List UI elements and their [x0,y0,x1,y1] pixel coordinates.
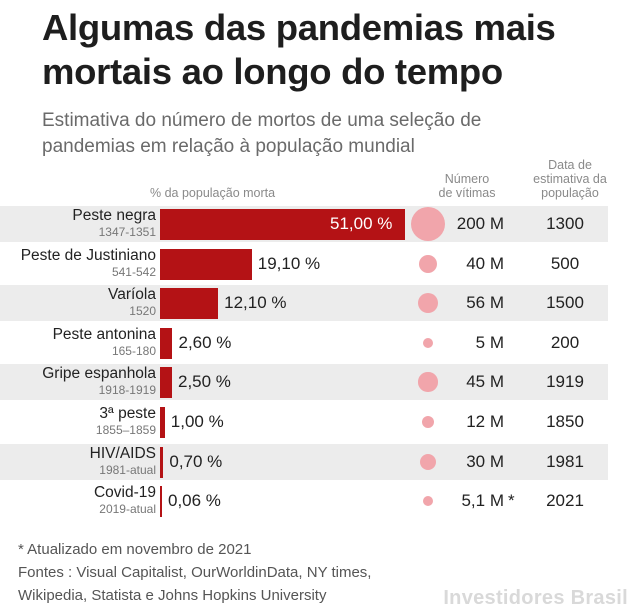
column-header-date-line-3: população [541,186,599,200]
bar [160,328,173,359]
column-header-victims-line-1: Número [444,172,490,186]
table-row: Peste negra 1347-1351 51,00 % 200 M 1300 [0,206,608,242]
victims-bubble [419,453,437,471]
row-name: Peste antonina [52,326,156,343]
table-row: Varíola 1520 12,10 % 56 M 1500 [0,285,608,321]
brand-watermark: Investidores Brasil [443,587,628,609]
column-header-victims: Número de vítimas [412,172,522,200]
bar-value-label: 0,06 % [168,491,221,510]
victims-bubble [411,207,445,241]
row-years: 1855–1859 [95,423,156,437]
victims-value: 56 M [466,293,504,312]
bar [160,209,405,240]
row-name: 3ª peste [99,405,156,422]
row-years: 165-180 [111,344,156,358]
footnote: * Atualizado em novembro de 2021 Fontes … [18,538,371,607]
table-row: 3ª peste 1855–1859 1,00 % 12 M 1850 [0,404,608,440]
bar [160,367,172,398]
row-years: 1347-1351 [98,225,156,239]
victims-bubble [418,372,438,392]
victims-bubble [422,337,434,349]
bar [160,447,164,478]
population-date: 1981 [546,452,584,471]
victims-bubble [418,254,438,274]
victims-value: 5,1 M [461,491,504,510]
table-row: Peste de Justiniano 541-542 19,10 % 40 M 500 [0,246,608,282]
victims-value: 5 M [475,333,504,352]
bar-value-label: 2,50 % [178,372,231,391]
table-row: Covid-19 2019-atual 0,06 % 5,1 M * 2021 [0,483,608,519]
victims-value: 40 M [466,254,504,273]
population-date: 1300 [546,214,584,233]
bar [160,288,219,319]
victims-value: 30 M [466,452,504,471]
row-years: 1918-1919 [98,383,156,397]
row-name: Peste de Justiniano [20,247,156,264]
column-header-date: Data de estimativa da população [520,158,620,200]
population-date: 1919 [546,372,584,391]
victims-bubble [421,415,435,429]
bar-value-label: 51,00 % [330,214,393,233]
victims-bubble [422,495,434,507]
bar-value-label: 0,70 % [169,452,223,471]
table-row: Peste antonina 165-180 2,60 % 5 M 200 [0,325,608,361]
title-line-2: mortais ao longo do tempo [42,51,503,92]
bar-value-label: 2,60 % [178,333,232,352]
victims-value: 200 M [456,214,504,233]
row-name: HIV/AIDS [89,445,156,462]
population-date: 200 [550,333,580,352]
victims-bubble [417,292,439,314]
bar [160,249,252,280]
footnote-update: * Atualizado em novembro de 2021 [18,541,252,558]
victims-value: 12 M [466,412,504,431]
row-years: 1520 [129,304,156,318]
footnote-sources-2: Wikipedia, Statista e Johns Hopkins Univ… [18,587,327,604]
population-date: 1850 [546,412,584,431]
subtitle-line-1: Estimativa do número de mortos de uma se… [42,110,482,131]
footnote-sources-1: Fontes : Visual Capitalist, OurWorldinDa… [18,564,372,581]
title-line-1: Algumas das pandemias mais [42,7,556,48]
page-title: Algumas das pandemias mais mortais ao lo… [42,6,632,94]
row-name: Covid-19 [93,484,156,501]
column-header-date-line-1: Data de [548,158,592,172]
bar-value-label: 1,00 % [170,412,224,431]
row-name: Gripe espanhola [42,365,156,382]
bar-value-label: 19,10 % [257,254,321,273]
population-date: 500 [550,254,580,273]
row-years: 541-542 [111,265,156,279]
table-row: Gripe espanhola 1918-1919 2,50 % 45 M 1919 [0,364,608,400]
row-years: 2019-atual [99,502,156,516]
column-header-victims-line-2: de vítimas [438,186,496,200]
population-date: 1500 [546,293,584,312]
column-header-date-line-2: estimativa da [533,172,607,186]
bar-value-label: 12,10 % [224,293,287,312]
column-header-pct: % da população morta [150,186,276,200]
table-row: HIV/AIDS 1981-atual 0,70 % 30 M 1981 [0,444,608,480]
victims-value: 45 M [466,372,504,391]
row-name: Peste negra [72,207,156,224]
row-years: 1981-atual [99,463,156,477]
victims-footnote-marker: * [508,491,515,510]
bar [160,407,165,438]
bar [160,486,162,517]
population-date: 2021 [546,491,584,510]
subtitle: Estimativa do número de mortos de uma se… [42,108,602,160]
row-name: Varíola [108,286,156,303]
subtitle-line-2: pandemias em relação à população mundial [42,136,415,157]
